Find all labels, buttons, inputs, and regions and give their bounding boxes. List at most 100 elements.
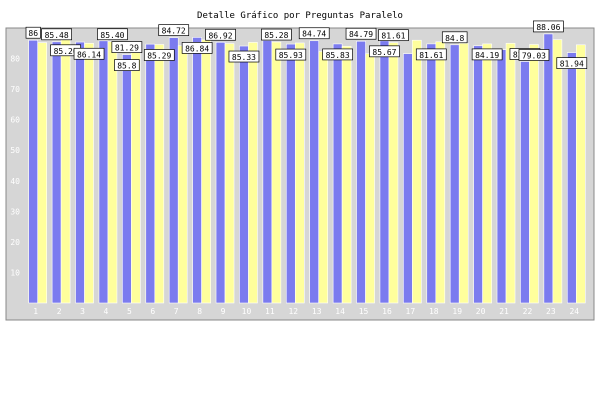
bar-series1-12	[285, 43, 296, 304]
bar-series2-7	[177, 45, 188, 304]
y-tick-label: 80	[10, 55, 20, 64]
data-label-box	[143, 49, 175, 61]
data-label-box	[415, 48, 447, 61]
data-label-box	[181, 42, 213, 54]
data-label-text: 85.29	[147, 52, 171, 61]
data-label: 86.84	[181, 42, 213, 54]
data-label-box	[471, 48, 503, 61]
bar-series1-1	[28, 39, 39, 304]
bar-series2-20	[482, 43, 492, 304]
bar-series2-21	[505, 42, 516, 304]
data-label: 85.8	[114, 59, 140, 71]
y-axis: 10 20 30 40 50 60 70 80	[10, 55, 20, 278]
bar-series2-13	[318, 51, 329, 304]
bar-series1-14	[332, 43, 343, 304]
bar-series2-17	[412, 39, 422, 304]
data-label-text: 84.19	[475, 51, 499, 60]
data-label-text: 84.8	[445, 34, 464, 43]
data-labels: 86 85.20 85.48 86.14 85.40 85.8 81.29 85.29 84.7…	[25, 20, 588, 71]
x-axis: 1 2 3 4 5 6 7 8 9 10 11 12 13 14 15 16 17 18 19 20 21 22 23 24	[33, 307, 579, 316]
data-label: 84.72	[158, 24, 190, 37]
bar-series2-12	[294, 42, 305, 304]
data-label-text: 84.79	[349, 30, 373, 39]
data-label: 86.92	[205, 28, 236, 41]
data-label: 85.67	[369, 45, 400, 58]
data-label: 81.61	[415, 48, 447, 61]
x-tick-label: 9	[221, 307, 226, 316]
bar-series1-17	[403, 53, 413, 304]
data-label-text: 79.03	[522, 52, 546, 61]
x-tick-label: 16	[382, 307, 392, 316]
data-label-text: 85.33	[232, 53, 256, 62]
data-label-box	[41, 28, 72, 41]
data-label-box	[345, 27, 377, 40]
x-tick-label: 23	[546, 307, 556, 316]
x-tick-label: 17	[406, 307, 416, 316]
data-label: 85.29	[143, 49, 175, 61]
data-label-box	[228, 50, 260, 63]
x-tick-label: 12	[288, 307, 298, 316]
bar-series1-24	[566, 52, 577, 304]
data-label-box	[556, 57, 588, 69]
x-tick-label: 10	[242, 307, 252, 316]
bar-series1-2	[51, 41, 62, 304]
bar-series2-22	[529, 44, 539, 304]
bar-series1-10	[239, 45, 249, 304]
y-tick-label: 40	[10, 177, 20, 186]
bar-series1-4	[98, 40, 109, 304]
data-label-text: 81.94	[560, 60, 584, 69]
bar-series1-3	[75, 41, 85, 304]
bar-series2-10	[248, 42, 258, 304]
bar-series1-16	[379, 40, 390, 304]
x-tick-label: 14	[335, 307, 345, 316]
data-label-box	[441, 31, 468, 44]
data-label: 85.83	[322, 48, 353, 61]
bar-series1-21	[496, 49, 507, 304]
data-label-text: 85.8	[117, 62, 136, 71]
data-label-text: 85.48	[45, 31, 69, 40]
data-label: 85.33	[228, 50, 260, 63]
x-tick-label: 5	[127, 307, 132, 316]
data-label-box	[369, 45, 400, 58]
bar-series2-15	[365, 53, 375, 304]
y-tick-label: 50	[10, 146, 20, 155]
bar-series2-2	[60, 39, 71, 304]
x-tick-label: 13	[312, 307, 322, 316]
x-tick-label: 8	[197, 307, 202, 316]
bar-series2-6	[154, 44, 165, 304]
x-tick-label: 19	[452, 307, 462, 316]
x-tick-label: 2	[57, 307, 62, 316]
data-label-text: 86.92	[208, 31, 232, 40]
data-label-box	[97, 28, 128, 41]
data-label-text: 85.28	[264, 31, 288, 40]
x-tick-label: 4	[104, 307, 109, 316]
bar-series	[28, 33, 586, 304]
chart-title: Detalle Gráfico por Preguntas Paralelo	[197, 11, 403, 21]
data-label-box	[158, 24, 190, 37]
bar-series2-1	[37, 42, 48, 304]
data-label-text: 86.14	[77, 50, 101, 59]
data-label: 81.61	[378, 29, 409, 42]
x-tick-label: 1	[33, 307, 38, 316]
bar-series2-3	[84, 42, 94, 304]
x-tick-label: 18	[429, 307, 439, 316]
data-label-text: 85.40	[100, 31, 124, 40]
data-label: 86	[25, 26, 41, 39]
bar-series2-11	[271, 41, 282, 304]
data-label-box	[322, 48, 353, 61]
x-tick-label: 24	[569, 307, 579, 316]
bar-series2-23	[552, 39, 563, 304]
data-label-box	[533, 20, 564, 33]
x-tick-label: 11	[265, 307, 275, 316]
bar-series1-23	[543, 33, 554, 304]
x-tick-label: 6	[150, 307, 155, 316]
y-tick-label: 60	[10, 116, 20, 125]
data-label: 85.28	[261, 28, 292, 41]
data-label: 84.19	[471, 48, 503, 61]
x-tick-label: 15	[359, 307, 369, 316]
data-label: 85.40	[97, 28, 128, 41]
data-label: 88.06	[533, 20, 564, 33]
bar-series1-22	[520, 61, 530, 304]
data-label-box	[114, 59, 140, 71]
bar-series1-5	[122, 54, 132, 304]
